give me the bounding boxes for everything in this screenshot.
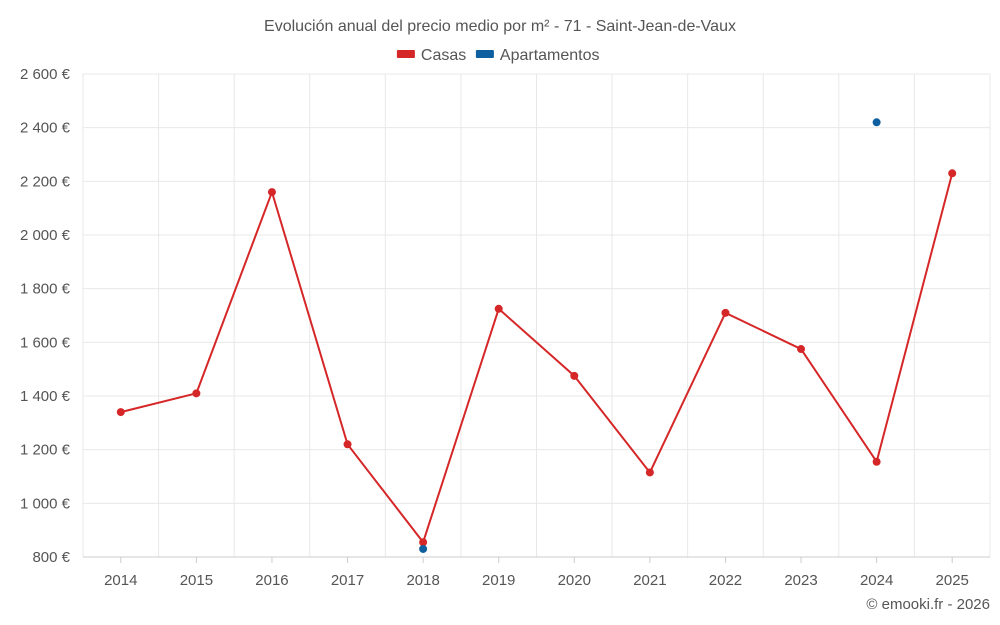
data-point-casas <box>948 169 957 178</box>
series-layer <box>116 118 957 553</box>
data-point-casas <box>645 468 654 477</box>
y-tick-label: 1 200 € <box>20 442 71 459</box>
data-point-casas <box>721 308 730 317</box>
x-tick-label: 2025 <box>936 572 969 589</box>
data-point-apartamentos <box>419 544 428 553</box>
x-tick-label: 2017 <box>331 572 364 589</box>
data-point-casas <box>192 389 201 398</box>
x-tick-label: 2020 <box>558 572 591 589</box>
chart-title: Evolución anual del precio medio por m² … <box>264 18 736 35</box>
legend: Casas Apartamentos <box>396 47 600 64</box>
x-tick-label: 2019 <box>482 572 515 589</box>
data-point-casas <box>570 371 579 380</box>
x-tick-label: 2014 <box>104 572 137 589</box>
x-tick-label: 2021 <box>633 572 666 589</box>
x-tick-label: 2023 <box>784 572 817 589</box>
data-point-casas <box>494 304 503 313</box>
x-tick-label: 2015 <box>180 572 213 589</box>
data-point-casas <box>872 457 881 466</box>
axes: 800 € 1 000 € 1 200 € 1 400 € 1 600 € 1 800 €… <box>20 66 990 589</box>
y-tick-label: 800 € <box>32 549 70 566</box>
legend-swatch-apartamentos <box>475 50 494 58</box>
x-tick-label: 2018 <box>406 572 439 589</box>
data-point-casas <box>343 440 352 449</box>
y-tick-label: 1 600 € <box>20 334 71 351</box>
series-line-casas <box>120 173 954 545</box>
data-point-casas <box>267 188 276 197</box>
data-point-casas <box>797 345 806 354</box>
y-tick-label: 2 400 € <box>20 120 71 137</box>
data-point-casas <box>419 538 428 547</box>
y-tick-label: 2 200 € <box>20 173 71 190</box>
legend-label-apartamentos: Apartamentos <box>500 47 600 64</box>
x-tick-label: 2024 <box>860 572 893 589</box>
x-tick-label: 2016 <box>255 572 288 589</box>
data-point-casas <box>116 408 125 417</box>
y-tick-label: 1 400 € <box>20 388 71 405</box>
legend-label-casas: Casas <box>421 47 466 64</box>
x-tick-label: 2022 <box>709 572 742 589</box>
legend-swatch-casas <box>396 50 415 58</box>
grid <box>82 73 991 557</box>
y-tick-label: 1 000 € <box>20 495 71 512</box>
y-tick-label: 2 000 € <box>20 227 71 244</box>
y-tick-label: 1 800 € <box>20 281 71 298</box>
credit-text: © emooki.fr - 2026 <box>866 596 990 613</box>
data-point-apartamentos <box>872 118 881 127</box>
y-tick-label: 2 600 € <box>20 66 71 83</box>
